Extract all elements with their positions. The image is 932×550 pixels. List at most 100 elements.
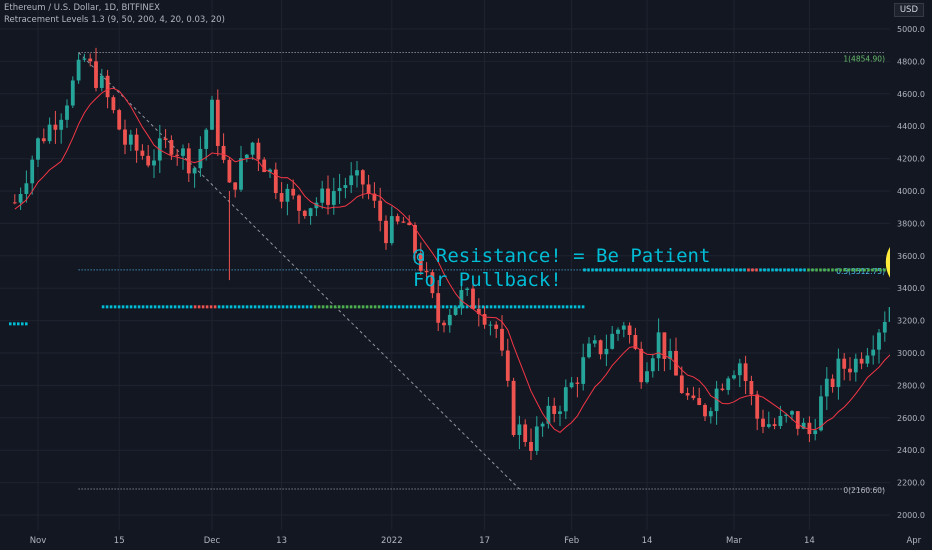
candle-body-144 — [848, 368, 852, 373]
support-dot-6 — [125, 305, 129, 309]
support-dot-58 — [333, 305, 337, 309]
candle-body-123 — [726, 378, 731, 390]
candle-body-28 — [175, 154, 180, 156]
candle-body-48 — [291, 188, 296, 196]
candle-body-105 — [621, 325, 626, 330]
resistance-dot-15 — [643, 268, 646, 272]
candle-body-92 — [546, 405, 551, 424]
candle-body-18 — [117, 110, 122, 130]
support-dot-76 — [405, 305, 409, 309]
x-axis[interactable]: Nov15Dec13202217Feb14Mar14Apr18 — [0, 530, 932, 550]
y-axis[interactable]: 2000.0 2200.0 2400.0 2600.0 2800.0 3000.0 3200… — [890, 0, 932, 550]
fib-diagonal — [78, 52, 520, 490]
candle-body-119 — [703, 404, 707, 417]
resistance-dot-20 — [663, 268, 666, 272]
support-dot-5 — [121, 305, 125, 309]
candle-body-67 — [401, 221, 406, 223]
candle-body-33 — [204, 129, 209, 149]
currency-label[interactable]: USD — [893, 3, 924, 17]
candle-body-138 — [813, 430, 818, 435]
support-dot-72 — [389, 305, 393, 309]
candle-body-11 — [76, 59, 81, 81]
support-dot-86 — [445, 305, 449, 309]
y-tick-label-11: 4200.0 — [897, 155, 925, 164]
support-dot-56 — [325, 305, 329, 309]
y-tick-label-10: 4000.0 — [897, 187, 925, 196]
y-tick-label-1: 2200.0 — [897, 479, 925, 488]
x-tick-label-8: Mar — [726, 536, 743, 546]
support-dot-b-4 — [25, 322, 28, 326]
support-dot-39 — [257, 305, 261, 309]
support-dot-24 — [197, 305, 201, 309]
resistance-dot-74 — [879, 268, 882, 272]
support-dot-8 — [133, 305, 137, 309]
resistance-dot-8 — [615, 268, 618, 272]
support-dot-75 — [401, 305, 405, 309]
symbol-title[interactable]: Ethereum / U.S. Dollar, 1D, BITFINEX — [4, 3, 160, 13]
annotation-line-1: @ Resistance! = Be Patient — [413, 245, 711, 267]
candle-body-81 — [482, 314, 487, 325]
support-dot-99 — [497, 305, 501, 309]
candle-body-73 — [436, 293, 441, 323]
resistance-dot-2 — [591, 268, 594, 272]
candle-body-40 — [244, 154, 249, 159]
resistance-dot-38 — [735, 268, 738, 272]
support-dot-78 — [413, 305, 417, 309]
candle-body-134 — [790, 411, 794, 415]
resistance-dot-45 — [763, 268, 766, 272]
support-dot-116 — [565, 305, 569, 309]
resistance-dot-73 — [875, 268, 878, 272]
support-dot-113 — [553, 305, 557, 309]
candle-body-66 — [395, 216, 400, 222]
resistance-dot-61 — [827, 268, 830, 272]
resistance-dot-69 — [859, 268, 862, 272]
annotation-text: @ Resistance! = Be Patient For Pullback! — [413, 244, 710, 292]
candle-body-20 — [128, 134, 133, 145]
candle-body-150 — [882, 321, 887, 333]
support-dot-34 — [237, 305, 241, 309]
resistance-dot-62 — [831, 268, 834, 272]
candle-body-61 — [366, 184, 371, 194]
moving-average — [14, 87, 921, 434]
support-dot-9 — [137, 305, 141, 309]
candle-body-64 — [384, 220, 388, 244]
candle-body-53 — [320, 188, 325, 203]
resistance-dot-64 — [839, 268, 842, 272]
candle-body-50 — [302, 210, 307, 216]
candle-body-112 — [662, 332, 667, 359]
candle-body-9 — [65, 105, 69, 120]
candle-body-130 — [766, 424, 771, 427]
candle-body-62 — [372, 193, 377, 201]
resistance-dot-39 — [739, 268, 742, 272]
support-dot-19 — [177, 305, 181, 309]
indicator-title[interactable]: Retracement Levels 1.3 (9, 50, 200, 4, 2… — [4, 15, 225, 25]
support-dot-31 — [225, 305, 229, 309]
support-dot-53 — [313, 305, 317, 309]
resistance-dot-55 — [803, 268, 806, 272]
support-dot-83 — [433, 305, 437, 309]
resistance-dot-43 — [755, 268, 758, 272]
resistance-dot-14 — [639, 268, 642, 272]
resistance-dot-50 — [783, 268, 786, 272]
indicator-dots — [9, 268, 926, 326]
candle-body-72 — [430, 272, 435, 294]
support-dot-74 — [397, 305, 401, 309]
candle-body-49 — [297, 195, 301, 211]
candle-body-38 — [233, 182, 238, 190]
fib-label-0: 1(4854.90) — [843, 55, 885, 64]
candle-body-146 — [859, 358, 864, 364]
candle-body-113 — [668, 350, 673, 359]
support-dot-81 — [425, 305, 429, 309]
support-dot-21 — [185, 305, 189, 309]
resistance-dot-53 — [795, 268, 798, 272]
candle-body-86 — [511, 380, 516, 436]
candle-body-31 — [192, 168, 197, 174]
support-dot-118 — [573, 305, 577, 309]
support-dot-42 — [269, 305, 273, 309]
candle-body-135 — [795, 411, 800, 429]
candle-body-36 — [221, 145, 226, 160]
resistance-dot-10 — [623, 268, 626, 272]
candle-body-139 — [819, 396, 823, 431]
candle-body-27 — [169, 140, 174, 155]
